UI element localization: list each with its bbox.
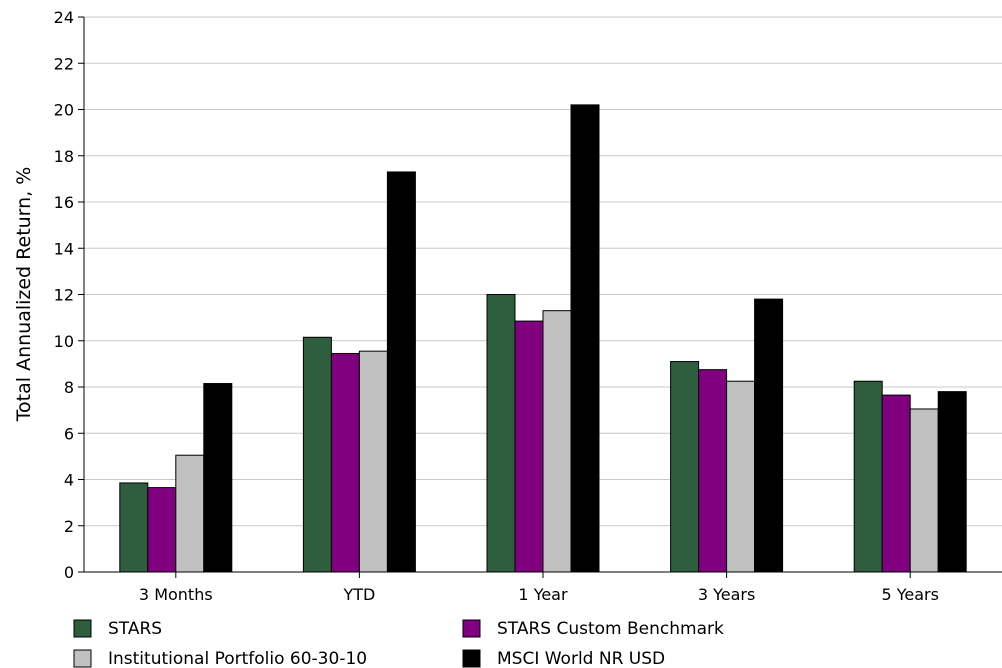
y-tick-label: 22 <box>54 54 74 73</box>
y-tick-label: 8 <box>64 378 74 397</box>
y-tick-label: 6 <box>64 424 74 443</box>
y-axis-title: Total Annualized Return, % <box>13 167 35 423</box>
bar <box>386 171 416 573</box>
x-tick-label: 5 Years <box>881 585 938 604</box>
x-tick-label: 3 Months <box>139 585 213 604</box>
x-tick-label: 1 Year <box>518 585 568 604</box>
legend-item: STARS <box>73 619 162 639</box>
y-tick-label: 2 <box>64 517 74 536</box>
bar <box>542 310 572 573</box>
y-tick-label: 24 <box>54 8 74 27</box>
legend-label: STARS Custom Benchmark <box>497 619 724 639</box>
legend-item: STARS Custom Benchmark <box>462 619 724 639</box>
bar <box>726 380 756 573</box>
legend-label: STARS <box>108 619 162 639</box>
y-tick-label: 16 <box>54 193 74 212</box>
bar <box>175 454 205 573</box>
bar <box>754 298 784 573</box>
legend: STARS STARS Custom Benchmark Institutional… <box>73 619 724 668</box>
legend-swatch <box>462 649 481 668</box>
y-tick-label: 12 <box>54 286 74 305</box>
bars <box>119 104 967 573</box>
y-tick-label: 4 <box>64 471 74 490</box>
legend-item: Institutional Portfolio 60-30-10 <box>73 649 367 668</box>
legend-item: MSCI World NR USD <box>462 649 665 668</box>
y-tick-label: 14 <box>54 239 74 258</box>
bar <box>486 294 516 573</box>
legend-swatch <box>73 619 92 638</box>
bar <box>147 487 177 573</box>
x-axis: 3 Months YTD 1 Year 3 Years 5 Years <box>84 571 1002 604</box>
bar <box>698 369 728 573</box>
legend-label: MSCI World NR USD <box>497 649 665 668</box>
y-tick-label: 20 <box>54 101 74 120</box>
bar <box>881 394 911 573</box>
y-tick-label: 18 <box>54 147 74 166</box>
bar <box>330 352 360 573</box>
bar <box>853 380 883 573</box>
bar <box>302 336 332 573</box>
legend-swatch <box>73 649 92 668</box>
bar <box>203 383 233 573</box>
bar <box>937 391 967 573</box>
y-tick-label: 10 <box>54 332 74 351</box>
legend-label: Institutional Portfolio 60-30-10 <box>108 649 367 668</box>
x-tick-label: YTD <box>342 585 375 604</box>
legend-swatch <box>462 619 481 638</box>
bar <box>909 408 939 573</box>
bar <box>570 104 600 573</box>
bar <box>358 350 388 573</box>
y-tick-label: 0 <box>64 563 74 582</box>
bar <box>670 361 700 573</box>
bar <box>119 482 149 573</box>
bar <box>514 320 544 573</box>
x-tick-label: 3 Years <box>698 585 755 604</box>
